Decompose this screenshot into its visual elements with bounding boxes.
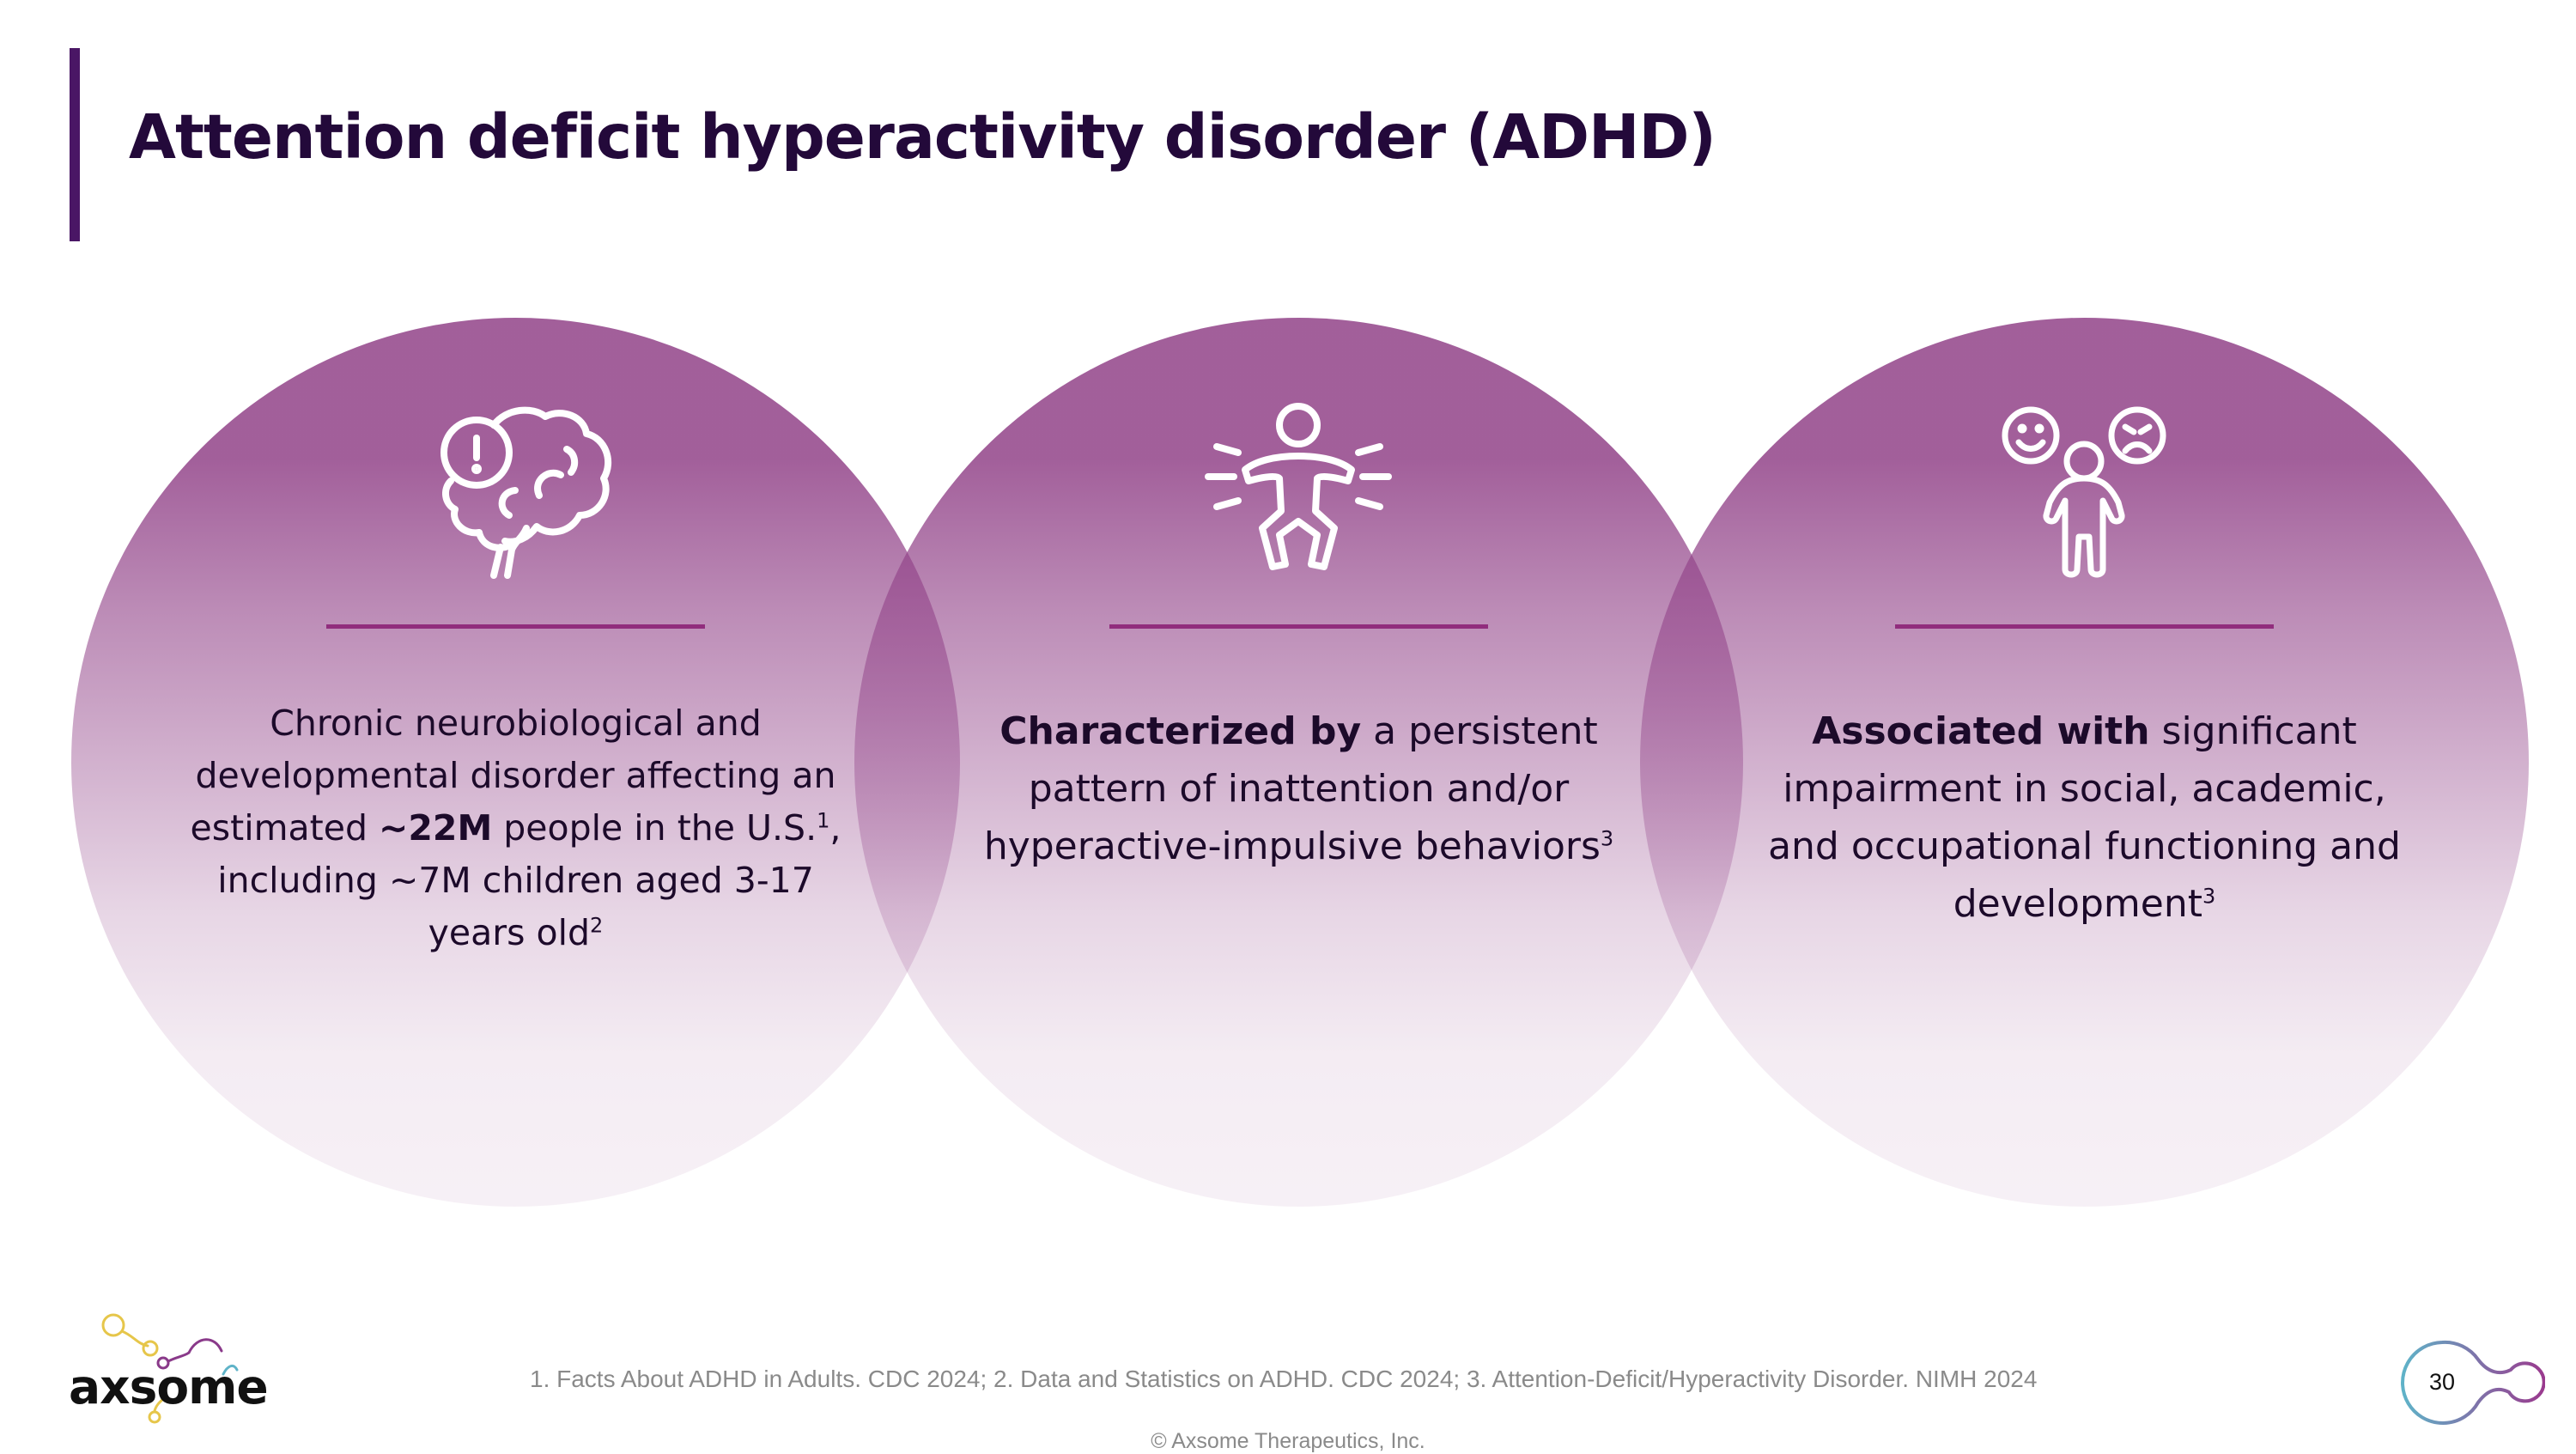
panel-divider — [326, 624, 705, 629]
panel-divider — [1895, 624, 2274, 629]
footnote-marker: 1 — [817, 808, 830, 833]
footnote-marker: 2 — [590, 913, 604, 938]
page-number: 30 — [2428, 1369, 2456, 1395]
panel-description: Associated with significant impairment i… — [1768, 709, 2401, 926]
footnote-marker: 3 — [1600, 826, 1614, 851]
panel-associated: Associated with significant impairment i… — [1640, 318, 2529, 1207]
brain-alert-icon — [386, 399, 644, 588]
panel-characterized: Characterized by a persistent pattern of… — [854, 318, 1743, 1207]
social-emotions-child-icon — [1955, 399, 2213, 588]
references: 1. Facts About ADHD in Adults. CDC 2024;… — [530, 1366, 2038, 1392]
panel-disorder: Chronic neurobiological and developmenta… — [71, 318, 960, 1207]
logo-wordmark: axsome — [69, 1360, 269, 1414]
panel-description: Chronic neurobiological and developmenta… — [190, 703, 841, 953]
hyperactive-child-icon — [1170, 399, 1427, 588]
axsome-logo: axsome — [69, 1310, 269, 1430]
panel-description: Characterized by a persistent pattern of… — [983, 709, 1614, 868]
page-number-badge: 30 — [2382, 1335, 2545, 1430]
panel-divider — [1109, 624, 1488, 629]
title-accent-bar — [70, 48, 80, 241]
copyright: © Axsome Therapeutics, Inc. — [1151, 1429, 1425, 1453]
page-title: Attention deficit hyperactivity disorder… — [129, 101, 1716, 173]
footnote-marker: 3 — [2202, 884, 2216, 909]
